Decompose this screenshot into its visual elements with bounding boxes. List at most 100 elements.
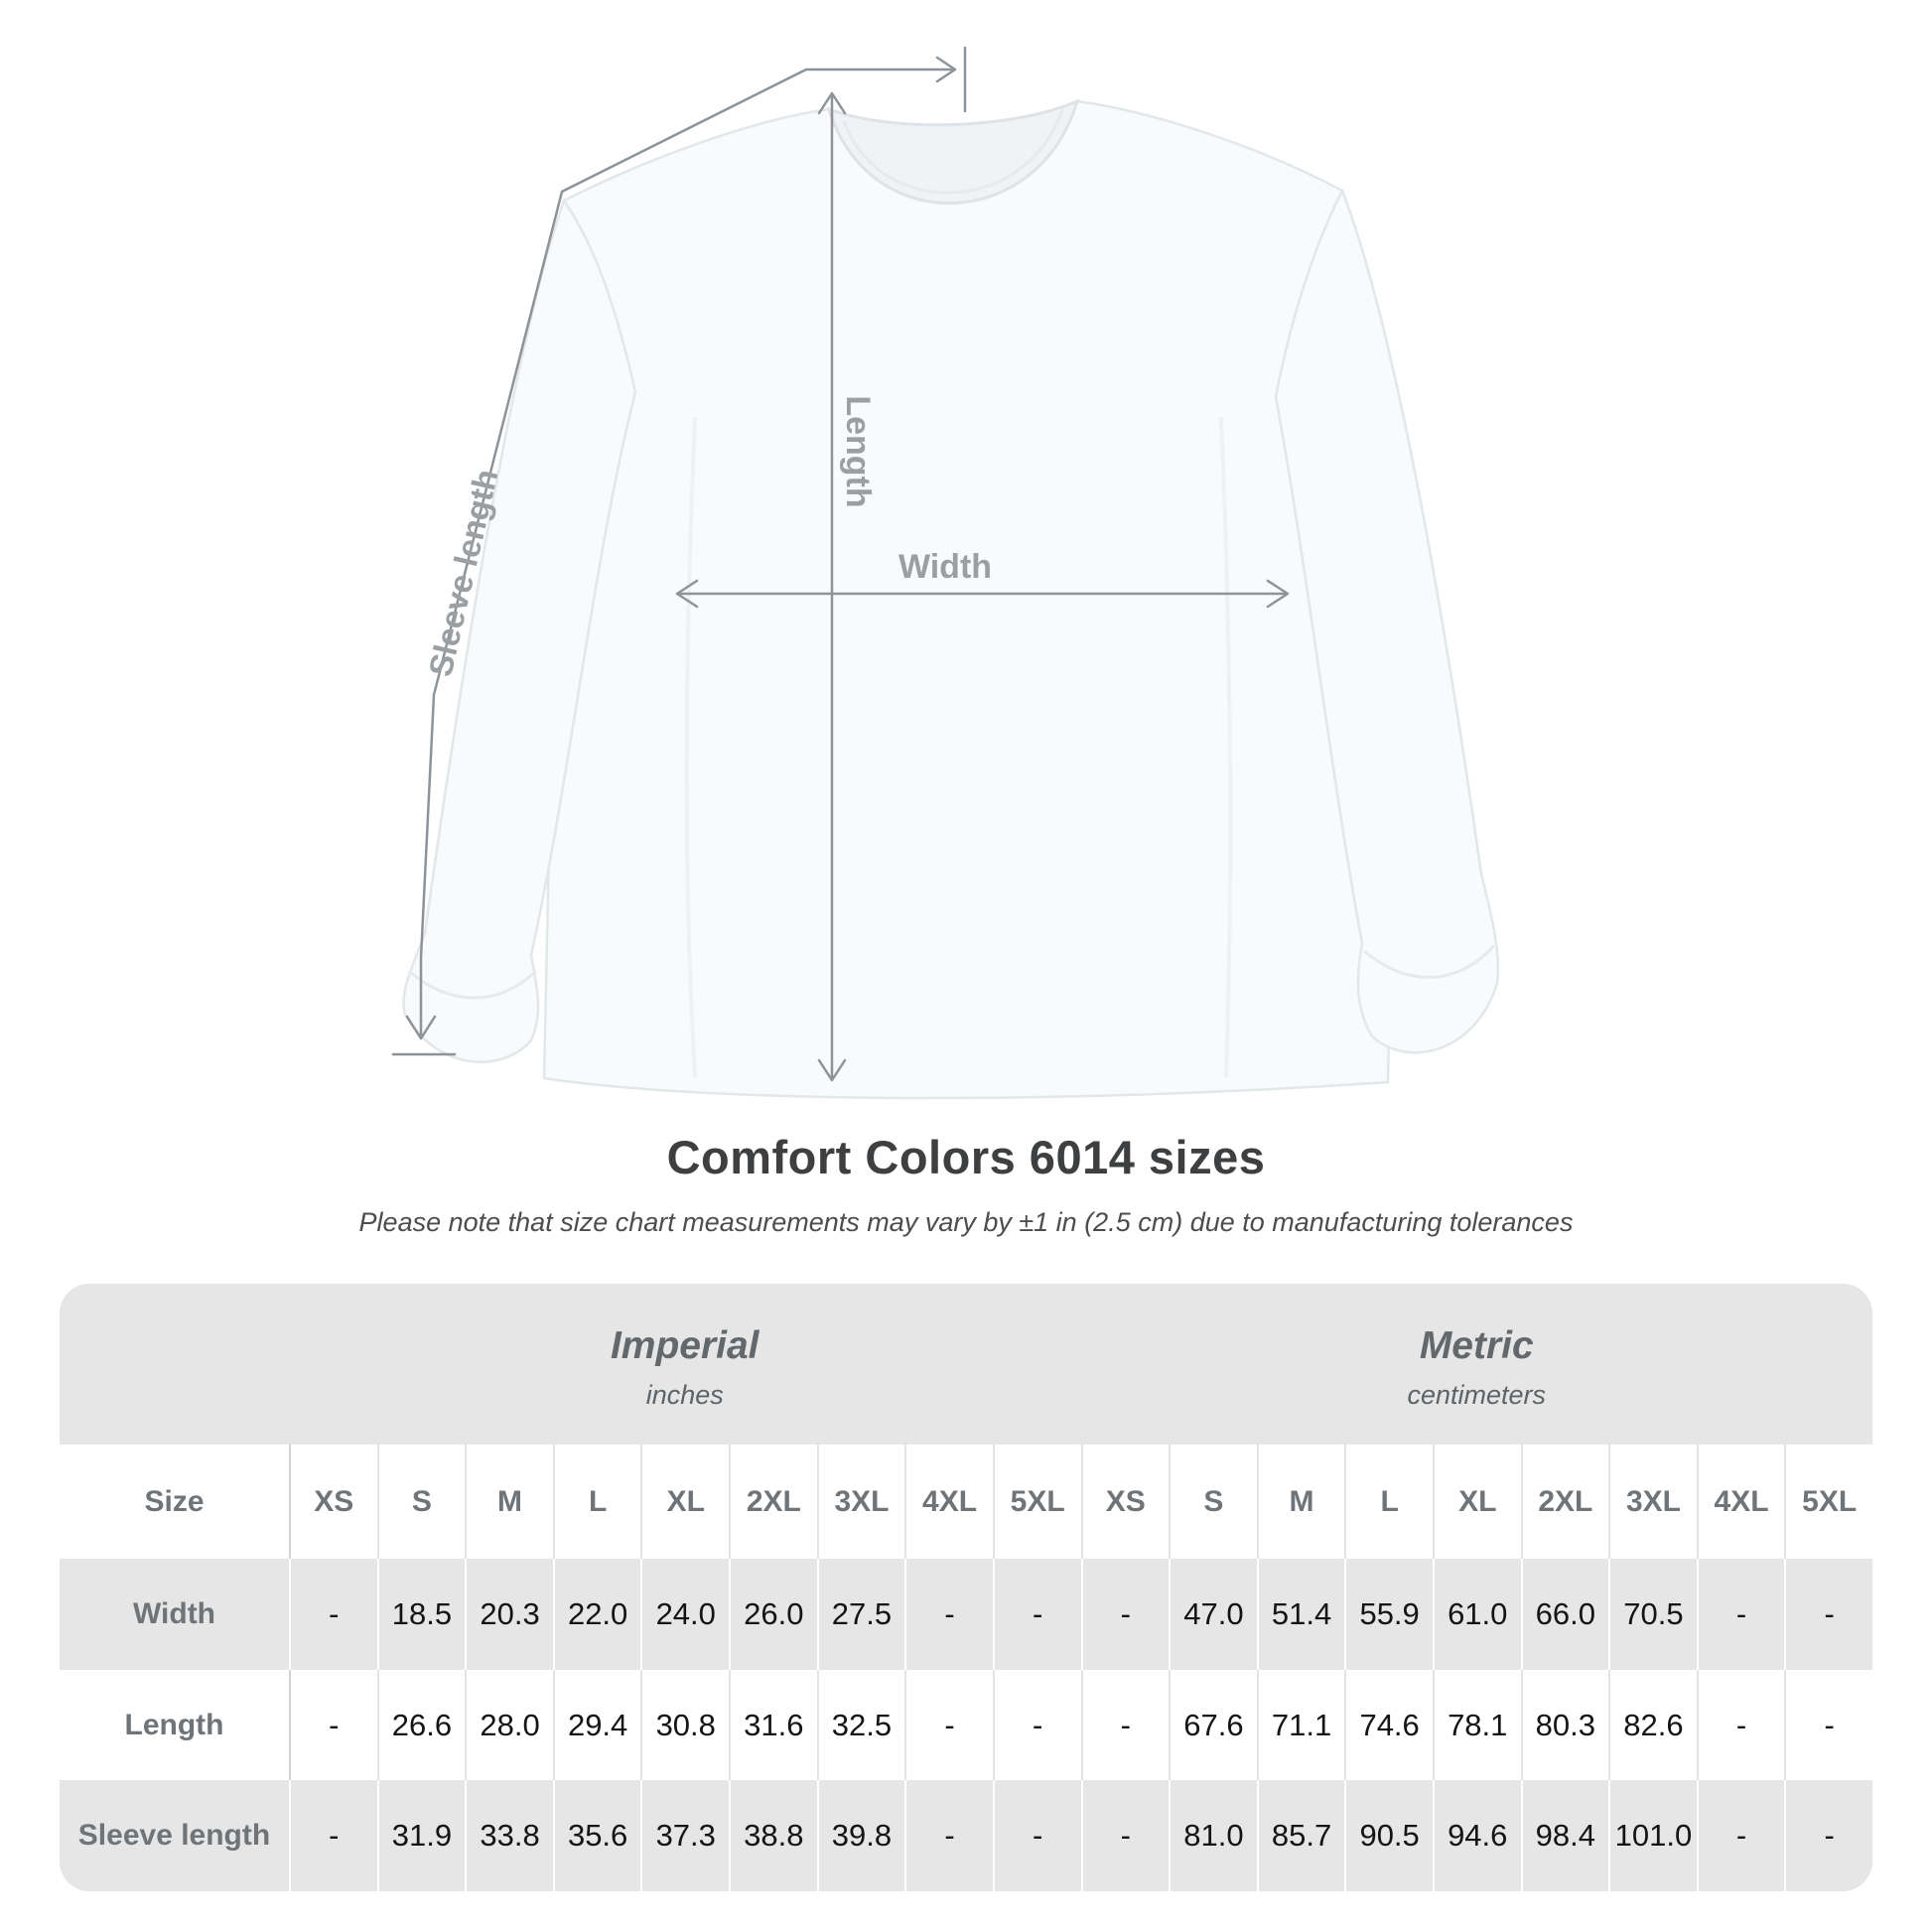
size-col-header: 4XL <box>1696 1445 1785 1559</box>
shirt-body <box>542 99 1391 1100</box>
length-label: Length <box>839 395 877 507</box>
right-cuff-seam <box>1363 944 1496 979</box>
value-cell: 28.0 <box>465 1670 553 1780</box>
size-col-header: 4XL <box>904 1445 993 1559</box>
value-cell: 33.8 <box>465 1780 553 1891</box>
measurement-lines <box>391 46 1290 1082</box>
value-cell: 67.6 <box>1169 1670 1257 1780</box>
value-cell: 18.5 <box>376 1559 466 1670</box>
size-col-header: 2XL <box>1520 1445 1609 1559</box>
value-cell: 94.6 <box>1432 1780 1521 1891</box>
size-col-header: XL <box>640 1445 729 1559</box>
value-cell: 61.0 <box>1432 1559 1521 1670</box>
value-cell: 81.0 <box>1169 1780 1257 1891</box>
band-corner <box>60 1284 289 1445</box>
page-title: Comfort Colors 6014 sizes <box>666 1131 1266 1183</box>
value-cell: 101.0 <box>1608 1780 1697 1891</box>
imperial-label: Imperial <box>610 1323 759 1367</box>
value-cell: - <box>1080 1559 1170 1670</box>
value-cell: - <box>1696 1670 1785 1780</box>
body-fold-right <box>1219 416 1233 1078</box>
value-cell: 30.8 <box>640 1670 729 1780</box>
sleeve-length-row: Sleeve length -31.9 33.8 35.6 37.3 38.8 39.8- -… <box>60 1780 1872 1891</box>
shirt-illustration <box>402 99 1500 1100</box>
value-cell: - <box>904 1559 993 1670</box>
value-cell: 38.8 <box>729 1780 817 1891</box>
size-col-header: XL <box>1432 1445 1521 1559</box>
page-subtitle: Please note that size chart measurements… <box>358 1207 1574 1237</box>
value-cell: 80.3 <box>1520 1670 1609 1780</box>
unit-band-row: Imperial inches Metric centimeters <box>60 1284 1872 1445</box>
value-cell: - <box>992 1559 1081 1670</box>
width-label: Width <box>898 548 992 586</box>
length-line <box>817 91 847 1082</box>
width-row: Width -18.5 20.3 22.0 24.0 26.0 27.5- - -47.0 51.… <box>60 1559 1872 1670</box>
value-cell: 35.6 <box>552 1780 641 1891</box>
value-cell: 26.6 <box>376 1670 466 1780</box>
shirt-details <box>408 98 1496 1078</box>
value-cell: - <box>289 1780 377 1891</box>
value-cell: - <box>1784 1559 1872 1670</box>
value-cell: 55.9 <box>1344 1559 1433 1670</box>
value-cell: 27.5 <box>816 1559 905 1670</box>
size-col-header: L <box>1344 1445 1433 1559</box>
size-col-header: S <box>376 1445 466 1559</box>
value-cell: 66.0 <box>1520 1559 1609 1670</box>
value-cell: - <box>289 1559 377 1670</box>
shirt-left-sleeve <box>402 199 637 1063</box>
size-col-header: XS <box>1080 1445 1170 1559</box>
value-cell: 98.4 <box>1520 1780 1609 1891</box>
value-cell: 70.5 <box>1608 1559 1697 1670</box>
row-label: Sleeve length <box>77 1819 271 1852</box>
unit-group-imperial: Imperial inches <box>289 1284 1081 1445</box>
value-cell: - <box>904 1670 993 1780</box>
value-cell: 47.0 <box>1169 1559 1257 1670</box>
size-col-header: 3XL <box>816 1445 905 1559</box>
size-col-header: XS <box>289 1445 377 1559</box>
metric-label: Metric <box>1419 1323 1534 1367</box>
unit-group-metric: Metric centimeters <box>1081 1284 1873 1445</box>
value-cell: - <box>904 1780 993 1891</box>
value-cell: - <box>1080 1670 1170 1780</box>
size-col-header: 2XL <box>729 1445 817 1559</box>
value-cell: - <box>1080 1780 1170 1891</box>
size-header-row: Size XS S M L XL 2XL 3XL 4XL 5XL XS S M L XL 2XL 3XL 4XL 5… <box>60 1445 1872 1559</box>
size-col-header: 5XL <box>1784 1445 1872 1559</box>
value-cell: 32.5 <box>816 1670 905 1780</box>
value-cell: 82.6 <box>1608 1670 1697 1780</box>
value-cell: 51.4 <box>1256 1559 1345 1670</box>
size-col-header: L <box>552 1445 641 1559</box>
size-col-header: S <box>1169 1445 1257 1559</box>
value-cell: - <box>1784 1670 1872 1780</box>
row-label: Length <box>124 1708 224 1741</box>
length-row: Length -26.6 28.0 29.4 30.8 31.6 32.5- - -67.6 71… <box>60 1670 1872 1780</box>
value-cell: 85.7 <box>1256 1780 1345 1891</box>
value-cell: 37.3 <box>640 1780 729 1891</box>
size-col-header: 3XL <box>1608 1445 1697 1559</box>
value-cell: - <box>1696 1780 1785 1891</box>
value-cell: - <box>992 1670 1081 1780</box>
value-cell: 29.4 <box>552 1670 641 1780</box>
size-col-header: M <box>465 1445 553 1559</box>
row-label: Width <box>132 1597 216 1630</box>
size-col-header: 5XL <box>992 1445 1081 1559</box>
value-cell: 20.3 <box>465 1559 553 1670</box>
value-cell: 31.6 <box>729 1670 817 1780</box>
value-cell: 90.5 <box>1344 1780 1433 1891</box>
value-cell: 22.0 <box>552 1559 641 1670</box>
value-cell: 71.1 <box>1256 1670 1345 1780</box>
sleeve-length-line <box>391 46 967 1056</box>
imperial-unit: inches <box>645 1379 724 1410</box>
body-fold-left <box>684 416 697 1078</box>
value-cell: 78.1 <box>1432 1670 1521 1780</box>
shirt-measurement-diagram: Sleeve length Length Width <box>391 46 1500 1100</box>
value-cell: - <box>992 1780 1081 1891</box>
shirt-right-sleeve <box>1274 189 1500 1054</box>
value-cell: - <box>289 1670 377 1780</box>
value-cell: 24.0 <box>640 1559 729 1670</box>
width-line <box>675 579 1290 609</box>
value-cell: 74.6 <box>1344 1670 1433 1780</box>
left-cuff-seam <box>408 969 538 1000</box>
size-table: Imperial inches Metric centimeters Size X… <box>60 1284 1872 1891</box>
